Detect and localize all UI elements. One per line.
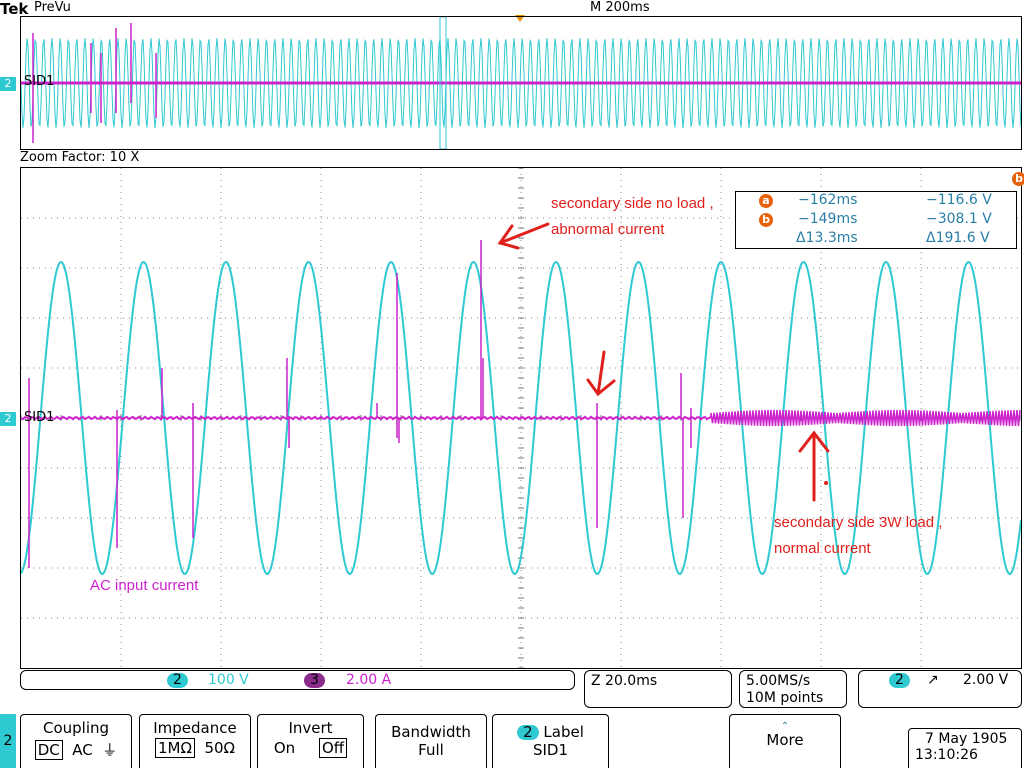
main-channel-label: SID1 bbox=[24, 410, 55, 425]
brand-logo: Tek bbox=[0, 0, 29, 18]
cursor-readout: a −162ms −116.6 V b −149ms −308.1 V Δ13.… bbox=[735, 191, 1017, 249]
more-menu[interactable]: ⌃ More bbox=[729, 714, 841, 768]
trigger-box[interactable]: 2 ↗ 2.00 V bbox=[858, 670, 1022, 708]
coupling-ac-option[interactable]: AC bbox=[72, 741, 93, 759]
label-title: Label bbox=[543, 723, 584, 741]
trigger-slope-icon: ↗ bbox=[927, 672, 939, 688]
impedance-1m-option[interactable]: 1MΩ bbox=[154, 738, 195, 758]
preview-voltage-trace bbox=[21, 38, 1021, 128]
invert-on-option[interactable]: On bbox=[273, 739, 296, 757]
main-graticule[interactable] bbox=[20, 167, 1022, 669]
annotation-no-load-line1: secondary side no load , bbox=[551, 195, 714, 212]
zoom-window-indicator bbox=[439, 17, 447, 149]
bandwidth-value: Full bbox=[418, 741, 444, 759]
preview-channel-marker[interactable]: 2 bbox=[0, 77, 16, 91]
ch2-scale-badge[interactable]: 2 bbox=[167, 673, 188, 688]
bandwidth-menu[interactable]: Bandwidth Full bbox=[375, 714, 487, 768]
invert-off-option[interactable]: Off bbox=[319, 738, 348, 758]
ch3-scale-badge[interactable]: 3 bbox=[304, 673, 325, 688]
impedance-menu[interactable]: Impedance 1MΩ 50Ω bbox=[139, 714, 251, 768]
cursor-b-value: −308.1 V bbox=[926, 211, 992, 227]
sample-rate: 5.00MS/s bbox=[746, 673, 811, 689]
preview-channel-label: SID1 bbox=[24, 74, 55, 89]
cursor-delta-time: Δ13.3ms bbox=[796, 230, 858, 246]
annotation-load-line2: normal current bbox=[774, 540, 871, 557]
cursor-a-marker: a bbox=[759, 194, 773, 208]
record-length: 10M points bbox=[746, 690, 824, 706]
coupling-dc-option[interactable]: DC bbox=[34, 740, 63, 760]
invert-title: Invert bbox=[288, 719, 333, 737]
ch2-scale: 100 V bbox=[208, 672, 249, 688]
cursor-delta-value: Δ191.6 V bbox=[926, 230, 990, 246]
trigger-level: 2.00 V bbox=[963, 672, 1009, 688]
coupling-title: Coupling bbox=[42, 719, 110, 737]
cursor-b-time: −149ms bbox=[798, 211, 858, 227]
more-title: More bbox=[766, 731, 804, 749]
current-noise-band bbox=[710, 409, 1021, 427]
annotation-ac-input: AC input current bbox=[90, 577, 199, 594]
more-up-icon: ⌃ bbox=[780, 721, 790, 732]
zoom-factor-label: Zoom Factor: 10 X bbox=[20, 150, 140, 165]
current-trace bbox=[21, 415, 712, 421]
timebase-readout: M 200ms bbox=[590, 0, 650, 15]
trigger-channel-badge: 2 bbox=[889, 673, 910, 688]
bandwidth-title: Bandwidth bbox=[391, 723, 471, 741]
datetime-box: 7 May 1905 13:10:26 bbox=[908, 728, 1022, 768]
invert-menu[interactable]: Invert On Off bbox=[257, 714, 364, 768]
label-menu[interactable]: 2 Label SID1 bbox=[492, 714, 609, 768]
ch3-scale: 2.00 A bbox=[346, 672, 392, 688]
annotation-load-line1: secondary side 3W load , bbox=[774, 514, 943, 531]
cursor-b-marker: b bbox=[759, 213, 773, 227]
zoom-position-box[interactable]: Z 20.0ms bbox=[584, 670, 732, 708]
voltage-trace bbox=[21, 260, 1021, 576]
main-channel-marker[interactable]: 2 bbox=[0, 412, 16, 426]
vertical-scale-bar[interactable]: 2 100 V 3 2.00 A bbox=[20, 670, 575, 690]
label-channel-badge: 2 bbox=[517, 725, 539, 740]
cursor-corner-marker[interactable]: b bbox=[1012, 172, 1024, 186]
impedance-50-option[interactable]: 50Ω bbox=[204, 739, 236, 757]
zoom-position: Z 20.0ms bbox=[591, 673, 658, 689]
ground-icon[interactable]: ⏚ bbox=[102, 741, 118, 759]
label-value: SID1 bbox=[532, 741, 569, 759]
time-display: 13:10:26 bbox=[915, 747, 978, 763]
annotation-no-load-line2: abnormal current bbox=[551, 221, 665, 238]
date-display: 7 May 1905 bbox=[925, 731, 1008, 747]
coupling-menu[interactable]: Coupling DC AC ⏚ bbox=[20, 714, 132, 768]
menu-channel-tab[interactable]: 2 bbox=[0, 714, 16, 768]
cursor-a-time: −162ms bbox=[798, 192, 858, 208]
trigger-position-marker bbox=[515, 15, 525, 22]
cursor-a-value: −116.6 V bbox=[926, 192, 992, 208]
acq-mode: PreVu bbox=[34, 0, 71, 15]
impedance-title: Impedance bbox=[153, 719, 237, 737]
acquisition-box[interactable]: 5.00MS/s 10M points bbox=[739, 670, 847, 708]
preview-window[interactable] bbox=[20, 16, 1022, 150]
